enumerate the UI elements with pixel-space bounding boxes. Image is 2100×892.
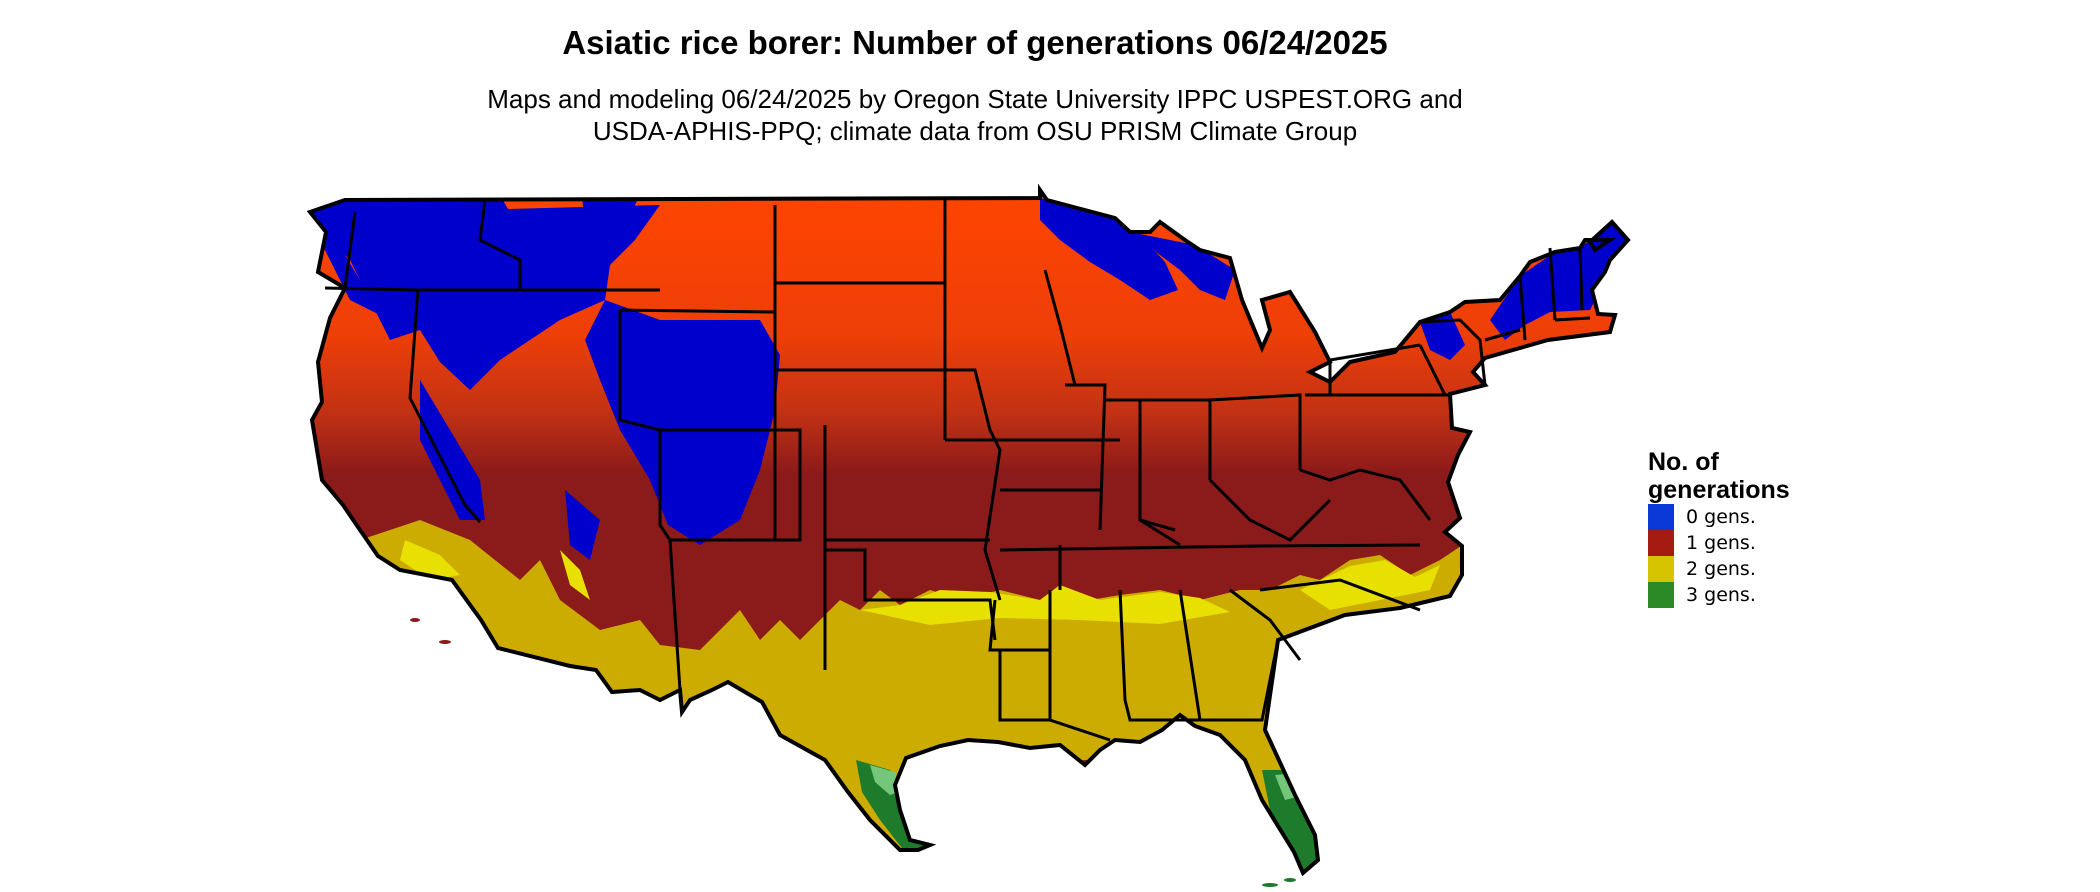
state-borders bbox=[324, 198, 1591, 742]
legend-label-3-gens: 3 gens. bbox=[1686, 584, 1756, 606]
channel-islands bbox=[410, 618, 451, 644]
page-title: Asiatic rice borer: Number of generation… bbox=[562, 24, 1388, 61]
legend-label-2-gens: 2 gens. bbox=[1686, 558, 1756, 580]
legend-title-line-1: No. of bbox=[1648, 448, 1719, 476]
legend-item-1: 1 gens. bbox=[1648, 530, 1848, 556]
zone-three-generations-light bbox=[870, 765, 1305, 800]
legend-item-0: 0 gens. bbox=[1648, 504, 1848, 530]
zone-three-generations bbox=[856, 760, 1318, 872]
subtitle-line-2: USDA-APHIS-PPQ; climate data from OSU PR… bbox=[592, 116, 1358, 146]
florida-keys bbox=[1262, 878, 1296, 887]
legend-title: No. of generations bbox=[1648, 448, 1848, 504]
subtitle-line-1: Maps and modeling 06/24/2025 by Oregon S… bbox=[487, 84, 1463, 114]
legend-title-line-2: generations bbox=[1648, 476, 1790, 504]
legend-label-1-gens: 1 gens. bbox=[1686, 532, 1756, 554]
zone-zero-generations bbox=[310, 190, 1628, 560]
legend-swatch-3-gens bbox=[1648, 582, 1674, 608]
zone-two-generations-light bbox=[400, 540, 1440, 625]
legend-item-3: 3 gens. bbox=[1648, 582, 1848, 608]
legend-swatch-1-gens bbox=[1648, 530, 1674, 556]
legend-swatch-0-gens bbox=[1648, 504, 1674, 530]
legend-item-2: 2 gens. bbox=[1648, 556, 1848, 582]
legend-swatch-2-gens bbox=[1648, 556, 1674, 582]
legend-label-0-gens: 0 gens. bbox=[1686, 506, 1756, 528]
legend: No. of generations 0 gens. 1 gens. 2 gen… bbox=[1648, 448, 1848, 608]
